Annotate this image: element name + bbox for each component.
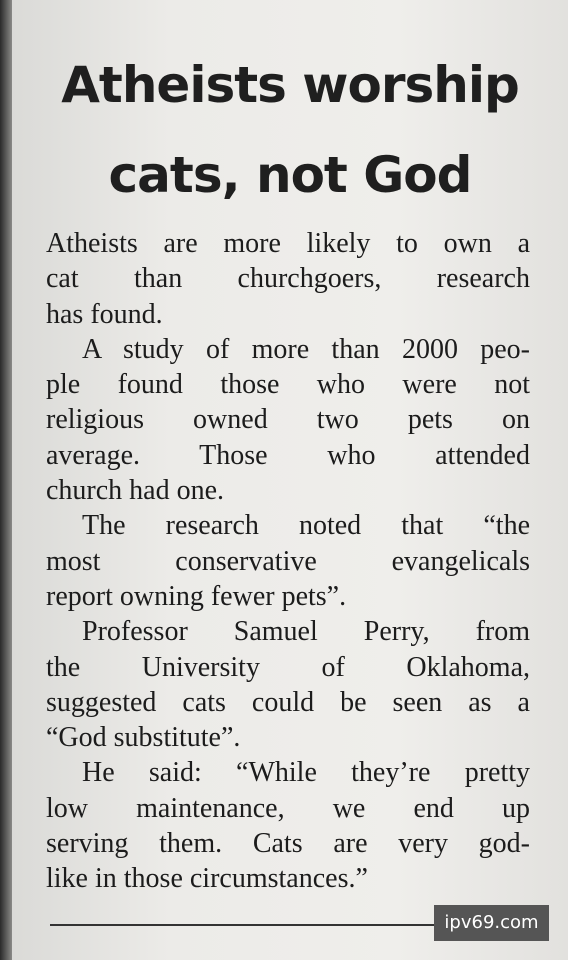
text-line: the University of Oklahoma,: [46, 651, 530, 683]
watermark: ipv69.com: [434, 905, 549, 941]
paragraph: Professor Samuel Perry, from the Universi…: [46, 614, 530, 755]
headline: Atheists worship cats, not God: [20, 40, 560, 220]
text-line: most conservative evangelicals: [46, 545, 530, 577]
text-line: “God substitute”.: [46, 722, 241, 754]
text-line: religious owned two pets on: [46, 404, 530, 436]
page-edge: [0, 0, 12, 960]
rule: [50, 924, 530, 926]
paragraph: He said: “While they’re pretty low mainte…: [46, 755, 530, 896]
text-line: A study of more than 2000 peo-: [82, 333, 530, 365]
text-line: He said: “While they’re pretty: [82, 757, 530, 789]
text-line: suggested cats could be seen as a: [46, 686, 530, 718]
text-line: average. Those who attended: [46, 439, 530, 471]
headline-line: cats, not God: [108, 146, 473, 204]
text-line: serving them. Cats are very god-: [46, 828, 530, 860]
text-line: Professor Samuel Perry, from: [82, 616, 530, 648]
text-line: cat than churchgoers, research: [46, 263, 530, 295]
text-line: like in those circumstances.”: [46, 863, 368, 895]
text-line: church had one.: [46, 475, 225, 507]
headline-line: Atheists worship: [61, 56, 520, 114]
paragraph: A study of more than 2000 peo-ple found …: [46, 332, 530, 508]
paragraph: Atheists are more likely to own a cat tha…: [46, 226, 530, 332]
text-line: The research noted that “the: [82, 510, 530, 542]
text-line: Atheists are more likely to own a: [46, 228, 530, 259]
text-line: has found.: [46, 298, 163, 330]
text-line: report owning fewer pets”.: [46, 580, 347, 612]
text-line: low maintenance, we end up: [46, 792, 530, 824]
text-line: ple found those who were not: [46, 369, 530, 401]
article-body: Atheists are more likely to own a cat tha…: [46, 226, 530, 897]
paragraph: The research noted that “the most conserv…: [46, 508, 530, 614]
